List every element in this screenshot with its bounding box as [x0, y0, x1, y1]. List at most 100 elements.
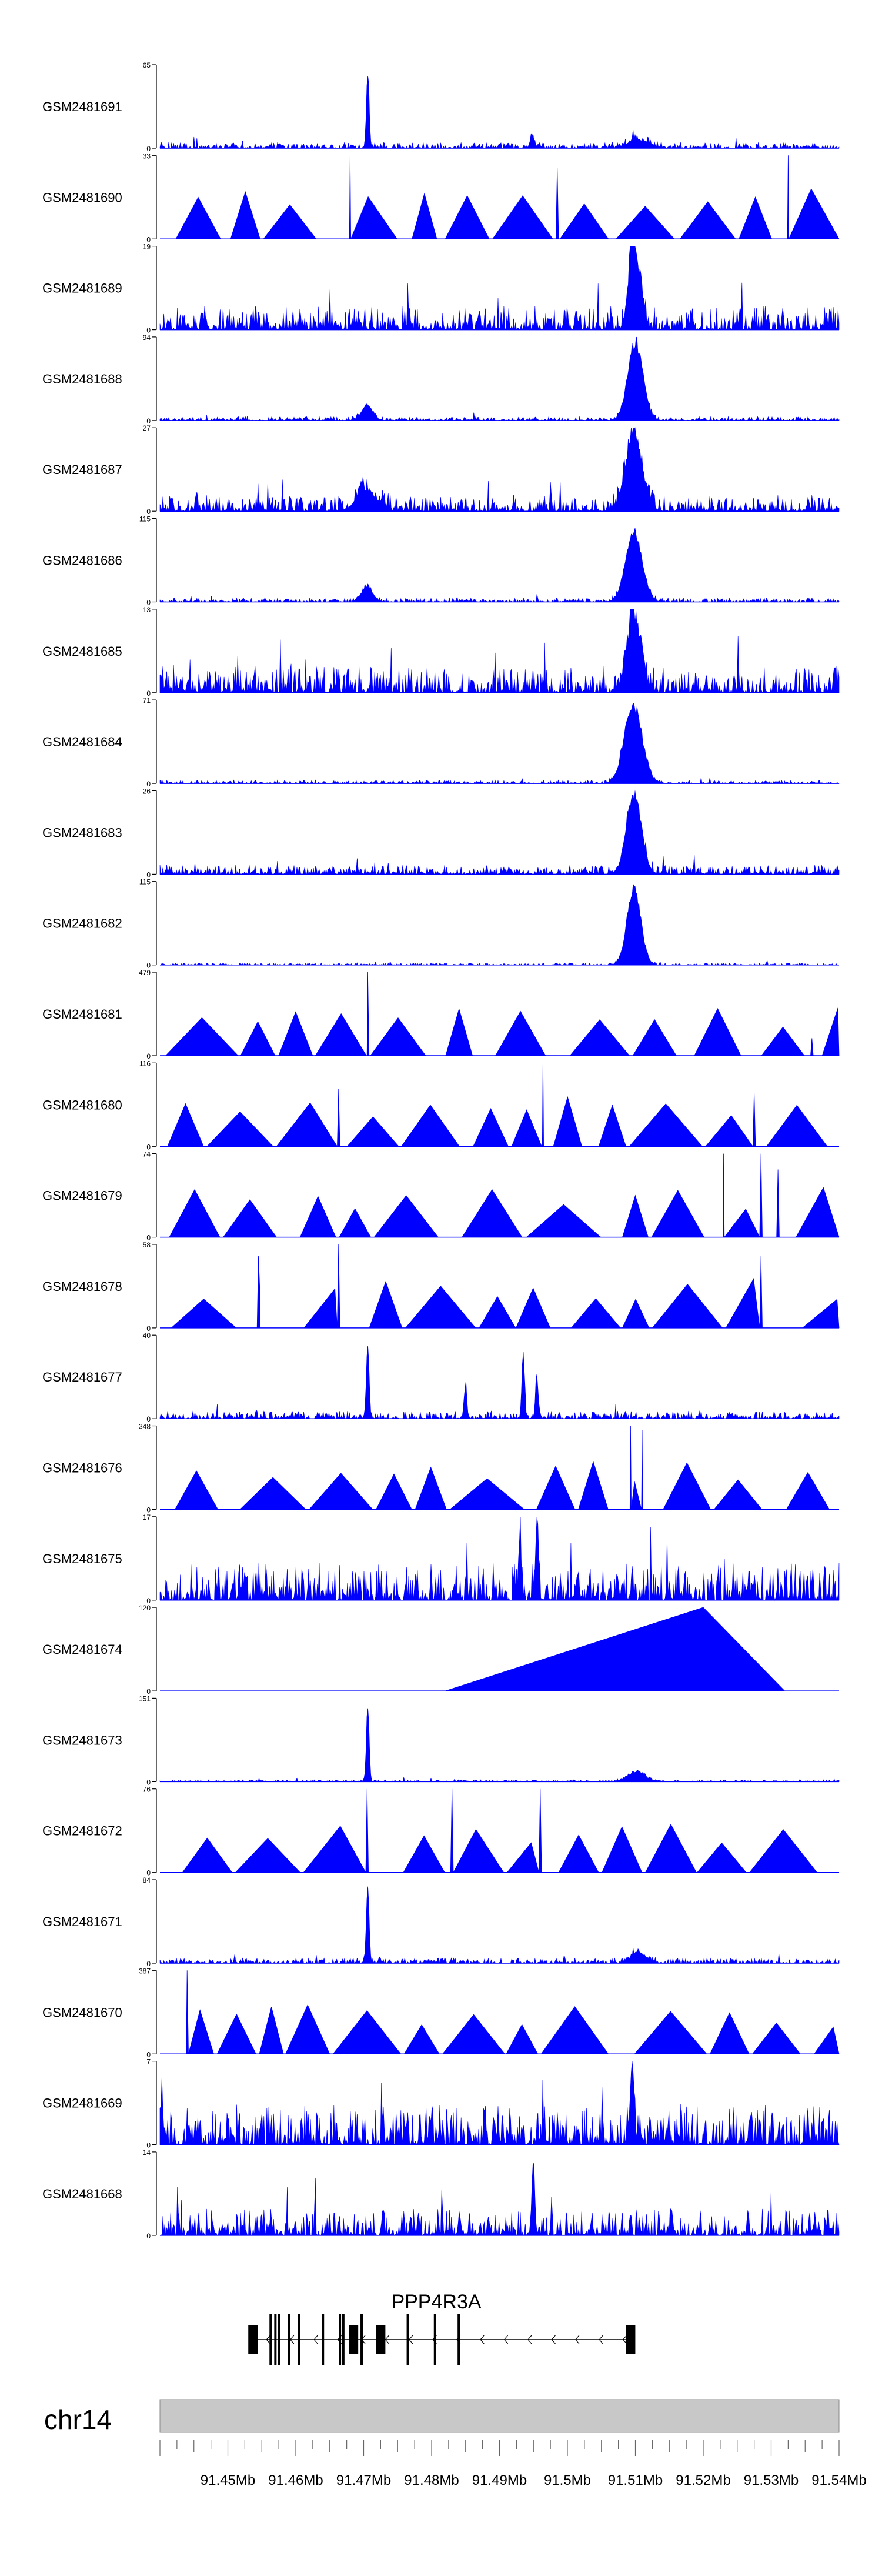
- y-max-label: 387: [139, 1967, 151, 1975]
- y-max-label: 84: [143, 1876, 151, 1884]
- exon-block: [322, 2314, 325, 2365]
- sample-label: GSM2481691: [42, 99, 122, 114]
- exon-block: [269, 2314, 272, 2365]
- coverage-area: [159, 609, 840, 693]
- coverage-area: [160, 1153, 840, 1238]
- y-min-label: 0: [146, 1143, 151, 1151]
- y-min-label: 0: [146, 235, 151, 243]
- coverage-track: GSM2481689 19 0: [42, 243, 840, 335]
- coverage-track: GSM2481670 387 0: [42, 1967, 840, 2058]
- y-max-label: 33: [143, 152, 151, 160]
- coverage-track: GSM2481684 71 0: [42, 696, 840, 788]
- axis-tick-label: 91.53Mb: [744, 2472, 799, 2488]
- sample-label: GSM2481682: [42, 916, 122, 931]
- sample-label: GSM2481685: [42, 644, 122, 659]
- exon-block: [433, 2314, 436, 2365]
- y-max-label: 348: [139, 1423, 151, 1431]
- coverage-area: [160, 1244, 840, 1329]
- strand-arrow: [527, 2335, 532, 2344]
- y-max-label: 94: [143, 333, 151, 342]
- exon-block: [274, 2314, 277, 2365]
- axis-tick-label: 91.47Mb: [336, 2472, 391, 2488]
- coverage-area: [160, 1970, 840, 2054]
- coverage-area: [159, 790, 840, 875]
- y-min-label: 0: [146, 1778, 151, 1786]
- coverage-area: [159, 528, 840, 603]
- y-min-label: 0: [146, 1506, 151, 1514]
- y-min-label: 0: [146, 2232, 151, 2240]
- coverage-track: GSM2481678 58 0: [42, 1241, 840, 1333]
- y-min-label: 0: [146, 508, 151, 516]
- y-min-label: 0: [146, 1415, 151, 1423]
- coverage-track: GSM2481671 84 0: [42, 1876, 840, 1968]
- coverage-track: GSM2481668 14 0: [42, 2148, 840, 2240]
- axis-tick-label: 91.54Mb: [811, 2472, 866, 2488]
- y-max-label: 7: [146, 2058, 151, 2066]
- coverage-track: GSM2481677 40 0: [42, 1332, 840, 1423]
- sample-label: GSM2481670: [42, 2005, 122, 2020]
- coverage-track: GSM2481679 74 0: [42, 1150, 840, 1242]
- strand-arrow: [385, 2335, 389, 2344]
- y-min-label: 0: [146, 780, 151, 788]
- y-max-label: 40: [143, 1332, 151, 1340]
- y-max-label: 17: [143, 1513, 151, 1521]
- y-max-label: 27: [143, 424, 151, 432]
- exon-block: [349, 2325, 359, 2354]
- chromosome-ideogram: [159, 2399, 840, 2433]
- y-max-label: 74: [143, 1150, 151, 1159]
- y-min-label: 0: [146, 599, 151, 607]
- coverage-track: GSM2481686 115 0: [42, 515, 840, 607]
- coverage-track: GSM2481676 348 0: [42, 1423, 839, 1514]
- sample-label: GSM2481689: [42, 281, 122, 296]
- sample-label: GSM2481688: [42, 372, 122, 386]
- y-min-label: 0: [146, 326, 151, 335]
- exon-block: [626, 2325, 636, 2354]
- chromosome-label: chr14: [44, 2404, 112, 2435]
- y-max-label: 479: [139, 969, 151, 977]
- coverage-track: GSM2481691 65 0: [42, 61, 840, 153]
- sample-label: GSM2481675: [42, 1551, 122, 1566]
- coverage-track: GSM2481685 13 0: [42, 606, 840, 698]
- axis-tick-label: 91.45Mb: [201, 2472, 255, 2488]
- coverage-area: [159, 1886, 840, 1964]
- exon-block: [360, 2314, 363, 2365]
- coverage-area: [160, 1788, 839, 1874]
- exon-block: [298, 2314, 300, 2365]
- sample-label: GSM2481674: [42, 1642, 122, 1657]
- strand-arrow: [289, 2335, 295, 2344]
- exon-block: [278, 2314, 280, 2365]
- sample-label: GSM2481671: [42, 1914, 122, 1929]
- y-max-label: 115: [139, 878, 151, 886]
- sample-label: GSM2481687: [42, 462, 122, 477]
- y-max-label: 151: [139, 1694, 151, 1703]
- y-min-label: 0: [146, 1324, 151, 1333]
- strand-arrow: [266, 2335, 270, 2344]
- coverage-area: [159, 1517, 840, 1601]
- strand-arrow: [551, 2335, 556, 2344]
- y-max-label: 65: [143, 61, 151, 69]
- y-max-label: 14: [143, 2148, 151, 2157]
- y-min-label: 0: [146, 1960, 151, 1968]
- y-min-label: 0: [146, 1687, 151, 1696]
- y-min-label: 0: [146, 1234, 151, 1242]
- coverage-track: GSM2481669 7 0: [42, 2058, 840, 2150]
- strand-arrow: [575, 2335, 580, 2344]
- y-min-label: 0: [146, 2141, 151, 2150]
- sample-label: GSM2481669: [42, 2096, 122, 2111]
- coverage-tracks: GSM2481691650GSM2481690330GSM2481689190G…: [42, 61, 840, 2240]
- exon-block: [248, 2325, 258, 2354]
- coverage-track: GSM2481681 479 0: [42, 969, 840, 1060]
- strand-arrow: [599, 2335, 603, 2344]
- axis-tick-label: 91.5Mb: [544, 2472, 591, 2488]
- exon-block: [457, 2314, 460, 2365]
- axis-tick-label: 91.48Mb: [404, 2472, 459, 2488]
- sample-label: GSM2481690: [42, 190, 122, 205]
- coverage-area: [160, 972, 840, 1056]
- sample-label: GSM2481668: [42, 2187, 122, 2201]
- y-max-label: 76: [143, 1786, 151, 1794]
- y-min-label: 0: [146, 1052, 151, 1060]
- y-min-label: 0: [146, 962, 151, 970]
- sample-label: GSM2481678: [42, 1279, 122, 1294]
- coverage-track: GSM2481675 17 0: [42, 1513, 840, 1605]
